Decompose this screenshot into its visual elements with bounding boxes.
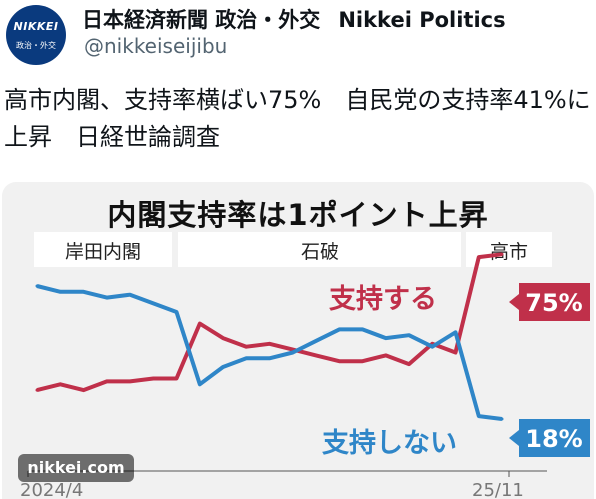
series-1-point-16 <box>407 333 411 337</box>
end-badge-nonsupport-text: 18% <box>525 425 582 453</box>
period-band-ishiba <box>178 232 461 267</box>
end-badge-support-text: 75% <box>525 289 582 317</box>
watermark-text: nikkei.com <box>27 458 125 477</box>
series-0-point-3 <box>105 379 109 383</box>
period-band-takaichi <box>466 232 552 267</box>
series-1-point-1 <box>58 290 62 294</box>
series-1-point-3 <box>105 296 109 300</box>
series-0-point-12 <box>314 353 318 357</box>
series-1-point-9 <box>244 356 248 360</box>
period-label-takaichi: 高市 <box>490 241 528 263</box>
account-name-en[interactable]: Nikkei Politics <box>338 8 506 32</box>
series-label-nonsupport: 支持しない <box>322 428 457 459</box>
end-badge-support: 75% <box>509 283 590 321</box>
x-label-start: 2024/4 <box>20 480 83 499</box>
series-0-point-19 <box>477 255 481 259</box>
series-0-point-15 <box>384 353 388 357</box>
end-badge-nonsupport: 18% <box>509 419 590 457</box>
post-text: 高市内閣、支持率横ばい75% 自民党の支持率41%に上昇 日経世論調査 <box>4 86 591 151</box>
series-1-point-14 <box>361 327 364 331</box>
series-1-point-12 <box>314 339 318 343</box>
account-name-ja[interactable]: 日本経済新聞 政治・外交 <box>82 8 321 32</box>
series-0-point-8 <box>221 336 225 340</box>
avatar-logo-text: NIKKEI <box>13 20 59 33</box>
series-0-point-4 <box>128 379 132 383</box>
series-1-point-19 <box>477 414 481 418</box>
series-1-point-6 <box>175 310 178 314</box>
series-1-point-7 <box>198 382 202 386</box>
series-0-point-5 <box>151 377 155 380</box>
series-1-point-5 <box>151 301 155 305</box>
chart-image[interactable]: 内閣支持率は1ポイント上昇 岸田内閣 石破 高市 2024/4 25/11 支持… <box>2 182 594 499</box>
series-0-point-14 <box>361 359 364 363</box>
series-layer <box>35 252 504 421</box>
series-1-point-17 <box>430 345 434 349</box>
end-badge-nonsupport-box <box>519 419 590 457</box>
period-label-ishiba: 石破 <box>301 241 339 263</box>
period-band-kishida <box>34 232 172 267</box>
series-line-0 <box>36 252 503 393</box>
series-0-point-7 <box>198 322 202 326</box>
period-bands: 岸田内閣 石破 高市 <box>34 232 552 267</box>
series-1-point-15 <box>384 336 388 340</box>
watermark: nikkei.com <box>18 454 134 482</box>
x-label-end: 25/11 <box>472 480 524 499</box>
series-1-point-11 <box>291 351 295 354</box>
series-1-point-2 <box>82 290 85 294</box>
series-1-point-20 <box>500 417 504 421</box>
series-0-point-2 <box>82 388 85 392</box>
series-0-point-9 <box>244 345 248 349</box>
series-0-point-16 <box>407 362 411 366</box>
series-1-point-10 <box>268 356 271 360</box>
line-chart: 岸田内閣 石破 高市 2024/4 25/11 支持する 支持しない 75% 1… <box>20 232 590 499</box>
series-1-point-4 <box>128 293 132 297</box>
avatar-subtext: 政治・外交 <box>16 41 56 50</box>
account-avatar[interactable]: NIKKEI 政治・外交 <box>6 5 66 65</box>
series-0-point-1 <box>58 382 62 386</box>
series-0-point-10 <box>268 342 271 346</box>
series-0-point-6 <box>175 377 178 380</box>
chart-title: 内閣支持率は1ポイント上昇 <box>107 198 489 232</box>
series-1-point-8 <box>221 365 225 369</box>
series-0-point-18 <box>454 351 457 354</box>
series-1-point-13 <box>337 327 341 331</box>
series-0-point-13 <box>337 359 341 363</box>
account-handle[interactable]: @nikkeiseijibu <box>84 34 228 58</box>
account-display-name[interactable]: 日本経済新聞 政治・外交 Nikkei Politics <box>82 4 506 34</box>
end-badge-support-box <box>519 283 590 321</box>
series-0-point-20 <box>500 252 504 256</box>
series-0-point-0 <box>35 388 39 392</box>
period-label-kishida: 岸田内閣 <box>65 241 141 263</box>
series-label-support: 支持する <box>329 284 437 315</box>
series-1-point-0 <box>35 284 39 288</box>
series-1-point-18 <box>454 330 457 334</box>
